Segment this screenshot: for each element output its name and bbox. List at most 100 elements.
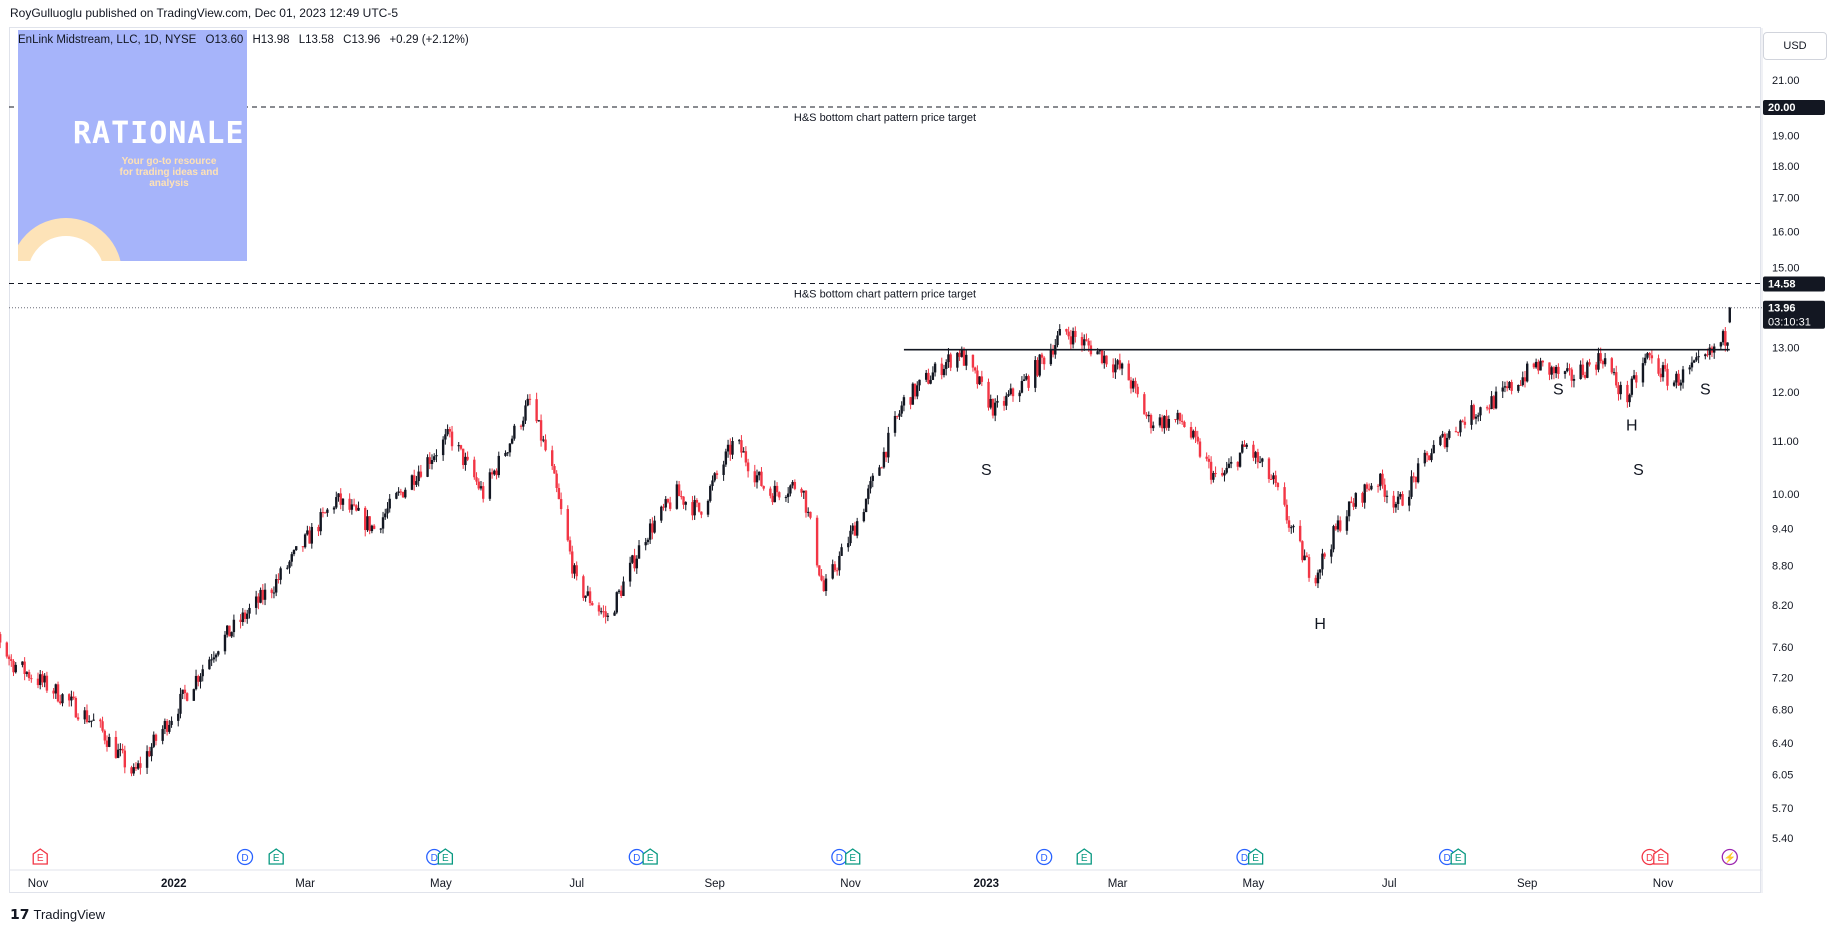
ohlc-low: L13.58 [298,34,334,46]
candle-body [731,441,734,455]
event-marker-label: E [37,853,44,864]
candle-body [183,689,187,694]
candle-body [1695,357,1698,361]
candle-body [947,354,950,363]
candle-body [1470,405,1473,425]
candle-body [317,526,320,532]
candle-body [991,398,995,416]
candle-body [274,579,278,593]
currency-selector[interactable]: USD [1763,32,1827,60]
candle-body [185,693,189,701]
candle-body [208,659,211,670]
candle-body [771,495,774,503]
candle-body [1550,367,1553,375]
price-tick-label: 11.00 [1772,436,1799,448]
candle-body [412,475,416,485]
candle-body [902,397,906,406]
rationale-watermark: RATIONALE Your go-to resource for tradin… [18,30,247,261]
candle-body [882,451,886,468]
candle-body [622,581,625,596]
candle-body [1635,375,1638,383]
candle-body [1178,412,1182,421]
candle-body [729,444,732,455]
candle-body [1416,463,1420,483]
candle-body [1523,377,1527,382]
candle-body [1648,353,1651,356]
candle-body [1510,382,1513,391]
candle-body [1445,437,1449,448]
candle-body [1646,353,1649,358]
candle-body [210,659,213,661]
price-tick-label: 13.00 [1772,343,1800,355]
time-tick-label: Jul [569,878,584,890]
candle-body [1365,484,1369,489]
candle-body [586,591,590,596]
candle-body [695,500,699,503]
event-marker-icon [1076,848,1092,865]
candle-body [1111,364,1115,373]
candle-body [1459,420,1462,433]
candle-body [1009,388,1012,395]
candle-body [633,555,636,569]
candle-body [568,540,572,552]
candle-body [355,505,358,511]
candle-body [996,400,999,403]
candle-body [651,523,654,533]
candle-body [1127,363,1130,381]
candle-body [386,508,389,514]
candle-body [350,504,354,510]
candle-body [1521,377,1524,386]
candle-body [1472,405,1475,419]
candle-body [1617,385,1620,395]
candle-body [1376,485,1380,487]
candle-body [1408,496,1411,506]
event-marker-label: E [1252,853,1259,864]
candle-body [25,672,29,675]
candle-body [446,429,449,435]
event-marker-label: D [431,853,438,864]
candle-body [308,530,311,544]
price-tick-label: 15.00 [1772,263,1800,275]
candle-body [1267,458,1271,479]
candle-body [1724,331,1727,346]
candle-body [1025,376,1028,380]
candle-body [869,481,872,489]
candle-body [87,721,91,723]
candle-body [987,381,990,408]
candle-body [1641,363,1645,383]
price-tick-label: 12.00 [1772,387,1800,399]
event-marker-label: D [1443,853,1450,864]
candle-body [1677,373,1680,386]
candle-body [591,603,594,606]
candle-body [1688,367,1691,370]
footer-brand: TradingView [33,907,106,922]
candle-body [482,486,485,499]
candle-body [1236,461,1240,467]
candle-body [1581,364,1585,376]
candle-body [758,471,761,476]
candle-body [388,498,391,509]
candle-body [1314,577,1317,584]
candle-body [867,488,870,499]
price-tick-label: 6.05 [1772,770,1793,782]
candle-body [1114,364,1117,373]
candle-body [1610,358,1614,373]
level-price-tag [1763,276,1825,292]
candle-body [136,763,140,769]
candle-body [1336,520,1340,530]
candle-body [1443,433,1447,448]
candle-body [855,521,859,536]
candle-body [753,471,756,483]
candle-body [973,367,977,371]
time-tick-label: Mar [295,878,315,890]
candle-body [713,473,716,481]
candle-body [1334,526,1337,530]
candle-body [896,415,899,417]
candle-body [243,612,247,619]
candle-body [384,513,387,518]
candle-body [789,485,792,494]
time-tick-label: 2023 [973,878,999,890]
candle-body [261,589,265,600]
candle-body [1152,425,1155,429]
